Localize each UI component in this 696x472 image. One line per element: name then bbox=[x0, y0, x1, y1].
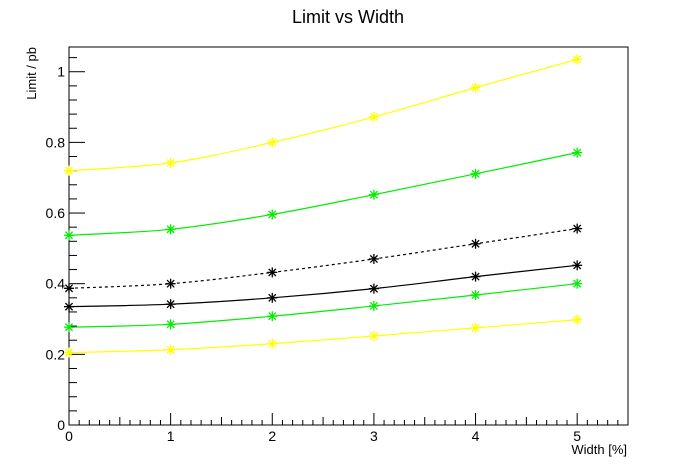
y-tick-label: 0.2 bbox=[46, 346, 66, 362]
data-point-marker bbox=[267, 292, 278, 303]
y-tick-label: 0.6 bbox=[46, 205, 66, 221]
data-point-marker bbox=[165, 224, 176, 235]
chart-title: Limit vs Width bbox=[292, 7, 404, 27]
data-point-marker bbox=[64, 165, 74, 176]
data-point-marker bbox=[64, 322, 74, 333]
data-point-marker bbox=[165, 319, 176, 330]
data-point-marker bbox=[368, 300, 379, 311]
y-tick-label: 0.8 bbox=[46, 134, 66, 150]
data-point-marker bbox=[572, 54, 583, 65]
x-tick-label: 5 bbox=[573, 428, 581, 444]
data-point-marker bbox=[165, 157, 176, 168]
data-point-marker bbox=[470, 289, 481, 300]
y-axis-title: Limit / pb bbox=[24, 47, 39, 100]
series-line-0 bbox=[68, 58, 578, 172]
x-tick-label: 1 bbox=[167, 428, 175, 444]
y-axis: 0 0.2 0.4 0.6 0.8 1 bbox=[46, 57, 85, 433]
data-point-marker bbox=[267, 311, 278, 322]
data-point-marker bbox=[64, 301, 74, 312]
data-point-marker bbox=[368, 283, 379, 294]
data-point-marker bbox=[64, 283, 74, 294]
x-axis: 0 1 2 3 4 5 bbox=[65, 413, 629, 444]
data-point-marker bbox=[470, 82, 481, 93]
data-point-marker bbox=[64, 230, 74, 241]
series-line-1 bbox=[68, 152, 578, 236]
data-point-marker bbox=[572, 260, 583, 271]
series-line-3 bbox=[68, 264, 578, 308]
data-point-marker bbox=[470, 271, 481, 282]
x-tick-label: 4 bbox=[472, 428, 480, 444]
data-point-marker bbox=[572, 314, 583, 325]
y-tick-label: 0.4 bbox=[46, 276, 66, 292]
x-tick-label: 0 bbox=[65, 428, 73, 444]
data-point-marker bbox=[368, 111, 379, 122]
data-point-marker bbox=[470, 322, 481, 333]
y-tick-label: 1 bbox=[57, 64, 65, 80]
data-point-marker bbox=[64, 347, 74, 358]
x-tick-label: 3 bbox=[370, 428, 378, 444]
data-point-marker bbox=[368, 189, 379, 200]
data-point-marker bbox=[165, 299, 176, 310]
series-line-2 bbox=[68, 227, 578, 289]
series-layer bbox=[64, 54, 583, 358]
data-point-marker bbox=[470, 238, 481, 249]
data-point-marker bbox=[368, 253, 379, 264]
data-point-marker bbox=[267, 209, 278, 220]
data-point-marker bbox=[165, 344, 176, 355]
data-point-marker bbox=[572, 147, 583, 158]
x-axis-title: Width [%] bbox=[571, 442, 627, 457]
data-point-marker bbox=[572, 223, 583, 234]
data-point-marker bbox=[267, 137, 278, 148]
data-point-marker bbox=[572, 278, 583, 289]
x-tick-label: 2 bbox=[268, 428, 276, 444]
data-point-marker bbox=[368, 330, 379, 341]
series-line-4 bbox=[68, 283, 578, 328]
data-point-marker bbox=[165, 278, 176, 289]
series-line-5 bbox=[68, 319, 578, 354]
data-point-marker bbox=[267, 267, 278, 278]
data-point-marker bbox=[470, 168, 481, 179]
data-point-marker bbox=[267, 338, 278, 349]
y-tick-label: 0 bbox=[57, 417, 65, 433]
